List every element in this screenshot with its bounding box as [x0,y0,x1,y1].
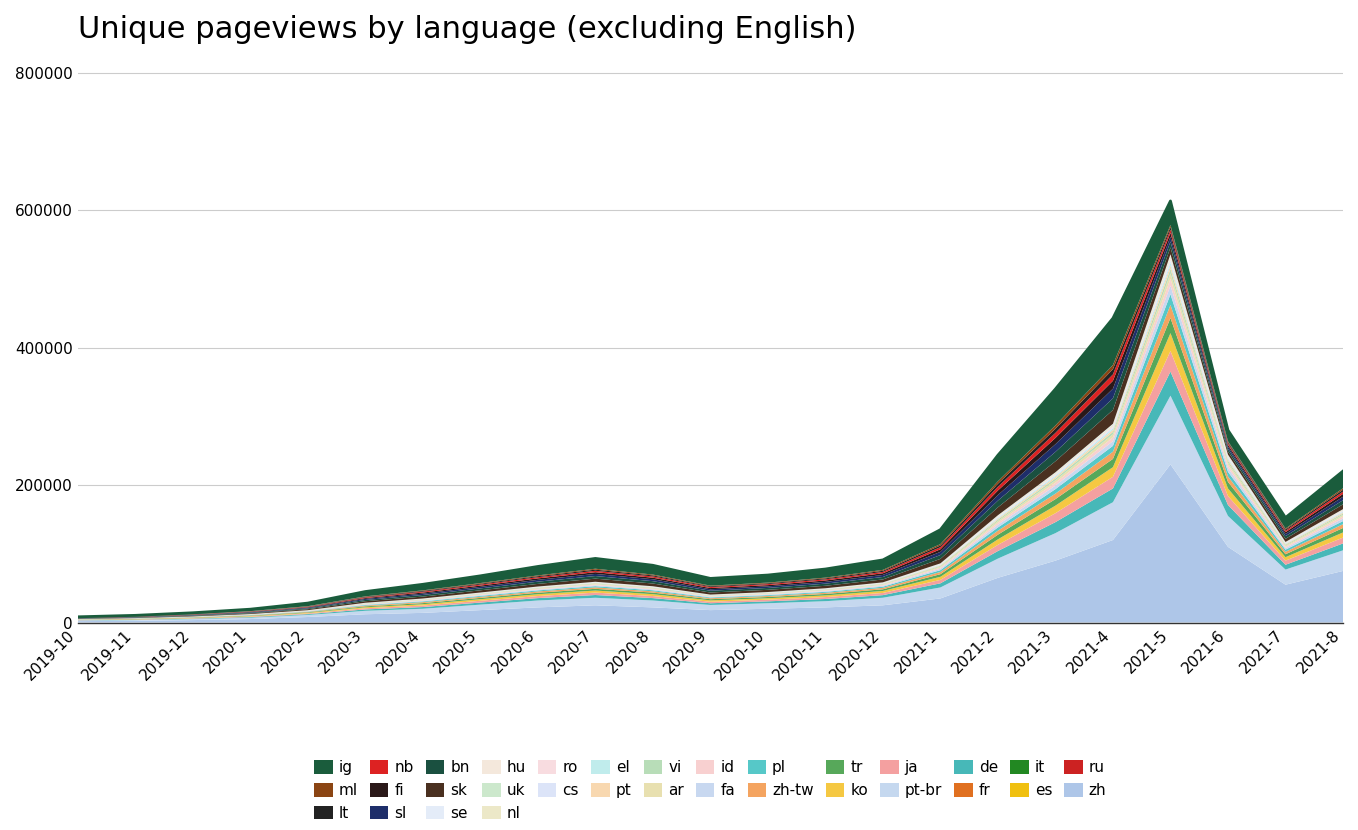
Text: Unique pageviews by language (excluding English): Unique pageviews by language (excluding … [77,15,857,44]
Legend: ig, ml, lt, nb, fi, sl, bn, sk, se, hu, uk, nl, ro, cs, el, pt, vi, ar, id, fa, : ig, ml, lt, nb, fi, sl, bn, sk, se, hu, … [308,754,1112,827]
